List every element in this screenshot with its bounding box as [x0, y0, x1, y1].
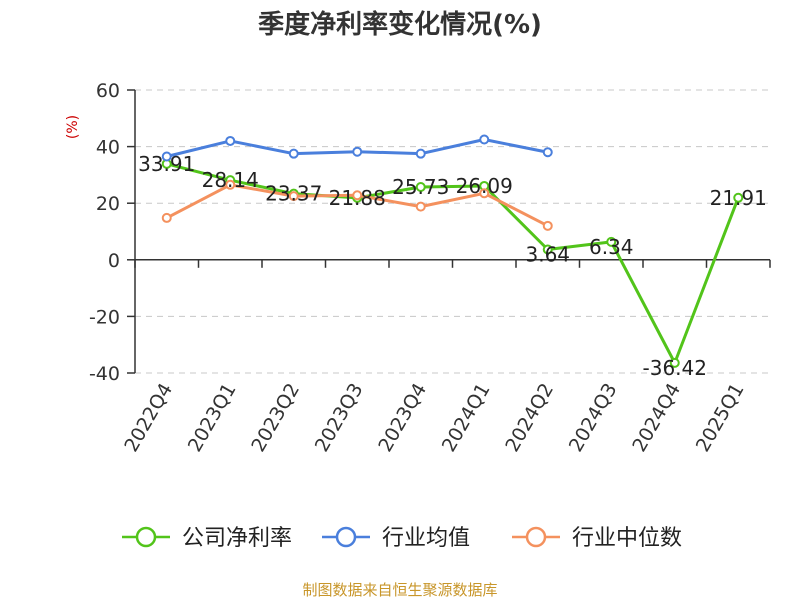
data-label: 6.34: [589, 235, 634, 259]
series-line: [166, 162, 740, 365]
legend-marker: [525, 526, 547, 548]
x-tick-label: 2024Q2: [501, 380, 558, 456]
legend-label: 行业中位数: [572, 526, 682, 551]
data-label: 3.64: [525, 242, 570, 266]
grid-layer: [135, 89, 770, 374]
legend-marker: [135, 526, 157, 548]
data-point: [415, 148, 426, 159]
y-tick-label: 40: [96, 137, 120, 159]
data-label: 28.14: [202, 168, 259, 192]
data-point: [479, 134, 490, 145]
legend-marker: [335, 526, 357, 548]
y-tick-label: -20: [89, 306, 120, 328]
y-tick-label: 60: [96, 80, 120, 102]
source-note: 制图数据来自恒生聚源数据库: [302, 581, 497, 599]
data-point: [415, 201, 426, 212]
y-tick-label: -40: [89, 363, 120, 385]
data-label: 33.91: [138, 152, 195, 176]
x-tick-label: 2024Q1: [438, 380, 495, 456]
x-tick-label: 2023Q1: [184, 380, 241, 456]
data-point: [352, 146, 363, 157]
data-point: [225, 179, 236, 190]
x-tick-label: 2024Q4: [628, 380, 685, 456]
y-tick-label: 20: [96, 193, 120, 215]
x-tick-label: 2023Q4: [374, 380, 431, 456]
legend: 公司净利率 行业均值 行业中位数: [122, 526, 682, 551]
data-point: [606, 236, 617, 247]
data-point: [542, 244, 553, 255]
data-label: 21.91: [710, 186, 767, 210]
data-point: [542, 147, 553, 158]
data-label: 26.09: [456, 174, 513, 198]
x-tick-label: 2022Q4: [120, 380, 177, 456]
data-point: [542, 220, 553, 231]
data-label: 25.73: [392, 175, 449, 199]
x-tick-label: 2024Q3: [565, 380, 622, 456]
data-label: 21.88: [329, 186, 386, 210]
data-point: [733, 192, 744, 203]
x-tick-label: 2025Q1: [692, 380, 749, 456]
data-label: 23.37: [265, 182, 322, 206]
legend-label: 公司净利率: [182, 526, 292, 551]
series-layer: [161, 134, 744, 368]
data-point: [479, 188, 490, 199]
data-point: [288, 148, 299, 159]
data-point: [161, 212, 172, 223]
data-point: [415, 181, 426, 192]
x-tick-label: 2023Q2: [247, 380, 304, 456]
legend-label: 行业均值: [382, 526, 470, 551]
data-point: [161, 151, 172, 162]
data-point: [225, 135, 236, 146]
data-point: [288, 191, 299, 202]
data-point: [352, 190, 363, 201]
x-tick-label: 2023Q3: [311, 380, 368, 456]
data-label: -36.42: [643, 356, 707, 380]
y-tick-label: 0: [108, 250, 120, 272]
data-point: [669, 357, 680, 368]
chart-title: 季度净利率变化情况(%): [258, 9, 542, 40]
y-axis-label: (%): [65, 115, 81, 139]
